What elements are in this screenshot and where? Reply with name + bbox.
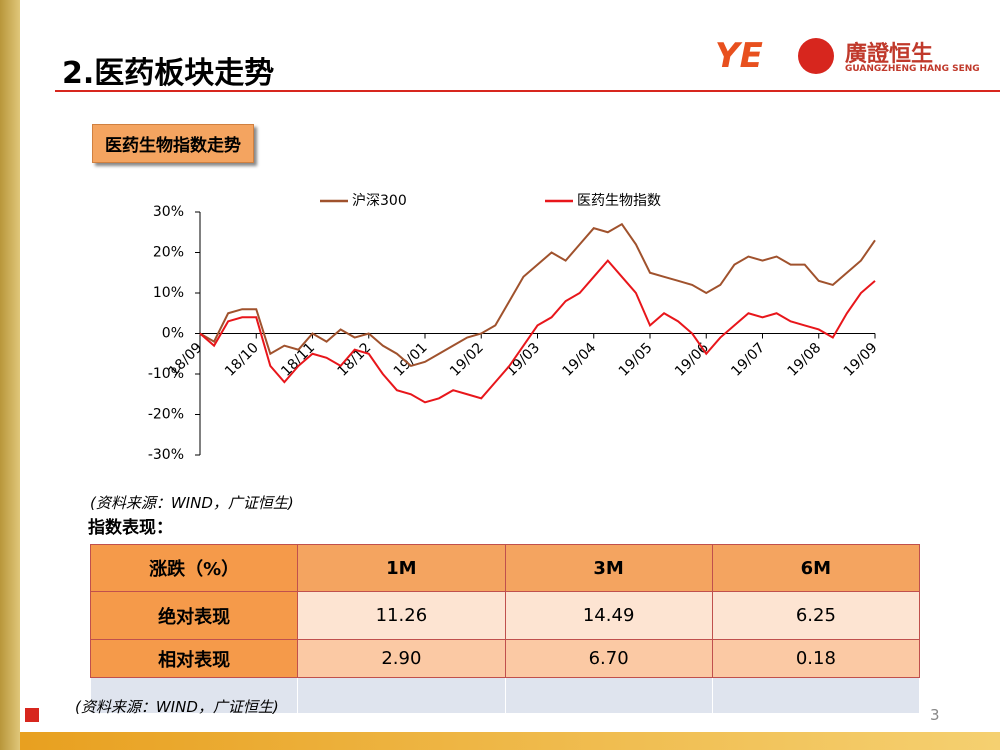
side-bar <box>0 0 20 750</box>
cell <box>297 677 506 714</box>
table-title: 指数表现： <box>88 518 173 538</box>
x-tick-label: 18/10 <box>222 340 262 380</box>
y-tick-label: 20% <box>153 245 184 261</box>
section-label: 医药生物指数走势 <box>92 124 254 163</box>
cell: 2.90 <box>297 639 506 678</box>
cell <box>504 677 713 714</box>
y-tick-label: -30% <box>148 447 184 463</box>
cell: 14.49 <box>504 591 713 640</box>
cell <box>711 677 921 714</box>
header-cell: 6M <box>711 544 921 592</box>
legend-label: 医药生物指数 <box>577 193 661 209</box>
logo-mark: YE <box>715 36 763 76</box>
x-tick-label: 19/05 <box>616 340 656 380</box>
header-cell: 1M <box>297 544 506 592</box>
x-tick-label: 19/07 <box>728 340 768 380</box>
x-tick-label: 19/06 <box>672 340 712 380</box>
logo-sub: GUANGZHENG HANG SENG <box>845 64 980 74</box>
cell: 11.26 <box>297 591 506 640</box>
header-rule <box>55 90 1000 92</box>
x-tick-label: 19/08 <box>785 340 825 380</box>
x-tick-label: 19/09 <box>841 340 881 380</box>
table-row: 相对表现 2.90 6.70 0.18 <box>89 639 921 678</box>
table-row: 绝对表现 11.26 14.49 6.25 <box>89 591 921 640</box>
x-tick-label: 18/12 <box>335 340 375 380</box>
legend-label: 沪深300 <box>352 193 407 209</box>
table-empty-row <box>89 677 921 714</box>
title: 2.医药板块走势 <box>62 56 275 91</box>
y-tick-label: 30% <box>153 204 184 220</box>
table-header: 涨跌（%） 1M 3M 6M <box>89 544 921 592</box>
header-cell: 3M <box>504 544 713 592</box>
line <box>199 222 876 368</box>
y-tick-label: 0% <box>162 326 184 342</box>
bottom-bar <box>20 732 1000 750</box>
page-number: 3 <box>930 706 940 724</box>
cell <box>89 677 299 714</box>
corner-square <box>25 708 39 722</box>
cell: 0.18 <box>711 639 921 678</box>
chart: -30%-20%-10%0%10%20%30%18/09 18/10 18/11 18… <box>148 193 881 463</box>
y-tick-label: 10% <box>153 285 184 301</box>
x-tick-label: 19/01 <box>391 340 431 380</box>
row-label: 绝对表现 <box>89 591 299 640</box>
x-tick-label: 19/04 <box>560 340 600 380</box>
header-cell: 涨跌（%） <box>89 544 299 592</box>
y-tick-label: -10% <box>148 366 184 382</box>
chart-source: (资料来源：WIND，广证恒生) <box>90 494 294 512</box>
y-tick-label: -20% <box>148 407 184 423</box>
logo-text: 廣證恒生 <box>845 42 934 67</box>
line <box>199 259 876 404</box>
table-source: (资料来源：WIND，广证恒生) <box>75 698 279 716</box>
performance-table: 涨跌（%） 1M 3M 6M 绝对表现 11.26 14.49 6.25 相对表… <box>89 544 921 714</box>
row-label: 相对表现 <box>89 639 299 678</box>
cell: 6.25 <box>711 591 921 640</box>
cell: 6.70 <box>504 639 713 678</box>
logo-circle <box>798 38 834 74</box>
